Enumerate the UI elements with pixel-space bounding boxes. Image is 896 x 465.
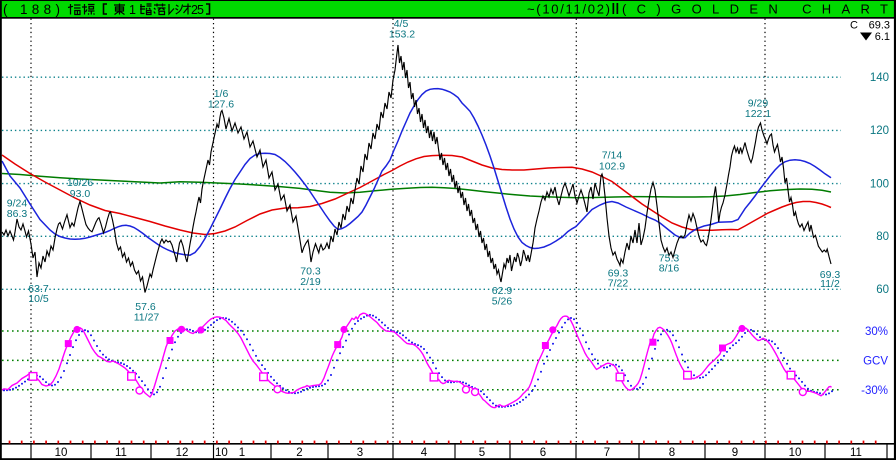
svg-text:63.7: 63.7	[28, 283, 49, 295]
svg-text:6.1: 6.1	[875, 31, 890, 43]
svg-text:69.3: 69.3	[608, 268, 629, 280]
svg-text:8: 8	[669, 447, 675, 459]
svg-text:122.1: 122.1	[745, 108, 771, 120]
svg-text:11: 11	[850, 447, 862, 459]
svg-text:7/22: 7/22	[608, 278, 629, 290]
svg-text:7: 7	[604, 447, 610, 459]
svg-text:C: C	[850, 20, 858, 32]
svg-text:11/27: 11/27	[134, 312, 160, 324]
svg-text:8/16: 8/16	[659, 263, 680, 275]
svg-text:2/19: 2/19	[300, 276, 321, 288]
svg-text:127.6: 127.6	[208, 99, 234, 111]
svg-text:9: 9	[732, 447, 738, 459]
svg-text:62.9: 62.9	[492, 285, 513, 297]
svg-text:3: 3	[357, 447, 363, 459]
svg-text:153.2: 153.2	[389, 29, 415, 41]
svg-text:5: 5	[479, 447, 485, 459]
svg-text:25: 25	[191, 3, 204, 17]
svg-text:4/5: 4/5	[394, 18, 409, 30]
svg-text:69.3: 69.3	[869, 20, 890, 32]
svg-text:10/5: 10/5	[28, 293, 49, 305]
svg-text:11/2: 11/2	[820, 278, 840, 290]
svg-text:10: 10	[55, 447, 68, 459]
svg-text:12: 12	[176, 447, 189, 459]
svg-text:1/6: 1/6	[214, 88, 229, 100]
svg-text:80: 80	[876, 231, 889, 243]
svg-text:6: 6	[540, 447, 546, 459]
svg-text:2: 2	[296, 447, 302, 459]
svg-text:57.6: 57.6	[135, 301, 156, 313]
svg-text:86.3: 86.3	[7, 208, 28, 220]
svg-text:10: 10	[789, 447, 802, 459]
svg-text:10: 10	[215, 447, 228, 459]
svg-text:11: 11	[115, 447, 127, 459]
svg-text:93.0: 93.0	[70, 188, 91, 200]
svg-text:7/14: 7/14	[602, 150, 623, 162]
svg-text:120: 120	[870, 125, 889, 137]
svg-text:1: 1	[239, 447, 245, 459]
svg-text:1: 1	[129, 3, 136, 17]
svg-text:GCV: GCV	[863, 356, 888, 368]
svg-text:5/26: 5/26	[492, 296, 513, 308]
svg-text:69.3: 69.3	[820, 269, 841, 281]
svg-text:9/24: 9/24	[7, 198, 28, 210]
svg-text:9/29: 9/29	[748, 98, 769, 110]
svg-text:75.3: 75.3	[659, 253, 680, 265]
svg-text:-30%: -30%	[861, 385, 888, 397]
svg-text:60: 60	[876, 284, 889, 296]
svg-text:100: 100	[870, 179, 889, 191]
svg-text:4: 4	[421, 447, 428, 459]
svg-text:70.3: 70.3	[300, 266, 321, 278]
svg-text:140: 140	[870, 72, 889, 84]
svg-text:102.9: 102.9	[599, 161, 625, 173]
svg-text:~(10/11/02): ~(10/11/02)	[527, 2, 610, 17]
svg-text:10/26: 10/26	[67, 177, 93, 189]
svg-text:30%: 30%	[865, 326, 888, 338]
